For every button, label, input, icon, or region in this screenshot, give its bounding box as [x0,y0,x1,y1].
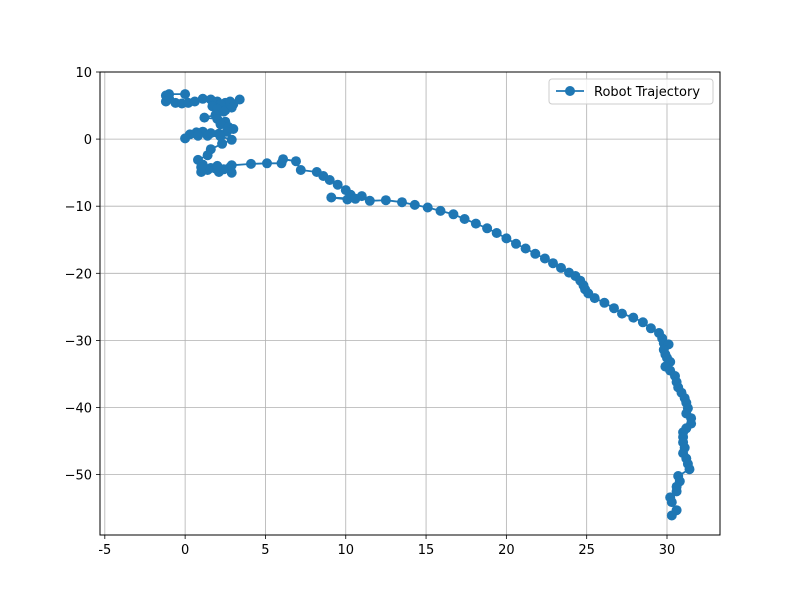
data-point [409,199,420,210]
x-tick-label: 20 [498,543,515,558]
data-point [218,106,229,117]
data-point [217,138,228,149]
data-point [666,510,677,521]
legend-label: Robot Trajectory [594,85,700,100]
data-point [435,205,446,216]
data-point [459,214,470,224]
axis-ticks: -5 0 5 10 15 20 25 30 10 0 −10 −20 −30 −40 −50 [65,66,676,558]
data-point [342,194,353,205]
x-tick-label: 15 [418,543,435,558]
data-point [364,195,375,206]
data-point [397,197,407,208]
data-point [196,162,207,173]
data-point [422,202,433,213]
data-point [234,94,245,105]
series-robot-trajectory [160,89,697,521]
data-point [202,130,213,141]
data-point [278,154,289,165]
data-point [180,89,191,100]
data-point [180,133,191,144]
data-point [684,464,695,475]
data-point [548,258,558,269]
data-point [295,165,306,175]
data-point [202,150,213,161]
data-point [556,262,566,273]
data-point [262,158,272,169]
data-point [326,192,337,203]
y-tick-label: −40 [65,402,92,417]
data-point [599,297,610,308]
x-tick-label: 0 [181,543,189,558]
data-point [246,158,256,169]
data-point [637,317,648,328]
data-point [212,160,223,171]
data-point [193,130,203,141]
legend: Robot Trajectory [548,78,714,105]
data-point [530,248,541,259]
y-tick-label: 0 [84,133,92,148]
data-point [291,156,301,167]
data-point [511,238,521,249]
data-point [470,218,481,229]
data-point [356,191,367,202]
data-point [226,134,237,145]
data-point [482,223,493,234]
data-point [226,167,237,178]
data-point [448,209,459,220]
y-tick-label: −30 [65,334,92,349]
y-tick-label: −10 [65,200,92,215]
x-tick-label: -5 [98,543,111,558]
y-tick-label: −20 [65,267,92,282]
x-tick-label: 25 [578,543,595,558]
data-point [628,312,639,323]
data-point [617,308,627,319]
x-tick-label: 30 [659,543,676,558]
data-point [332,179,343,190]
data-point [609,303,619,314]
data-point [199,112,210,123]
data-point [589,293,600,304]
data-point [671,486,682,497]
data-point [501,233,512,244]
data-point [539,253,550,264]
data-point [189,96,200,107]
data-point [160,96,171,107]
x-tick-label: 10 [337,543,354,558]
data-point [380,195,391,206]
data-point [215,119,226,130]
axes-frame [99,71,721,536]
data-point [226,160,237,171]
data-point [520,243,531,254]
data-point [666,497,677,508]
x-tick-label: 5 [261,543,269,558]
data-point [645,323,656,334]
y-tick-label: 10 [75,66,92,81]
data-point [491,228,502,238]
data-point [226,102,237,113]
y-tick-label: −50 [65,469,92,484]
legend-box [548,78,714,105]
data-point [197,93,208,104]
data-point [324,175,335,185]
legend-marker [565,86,575,96]
